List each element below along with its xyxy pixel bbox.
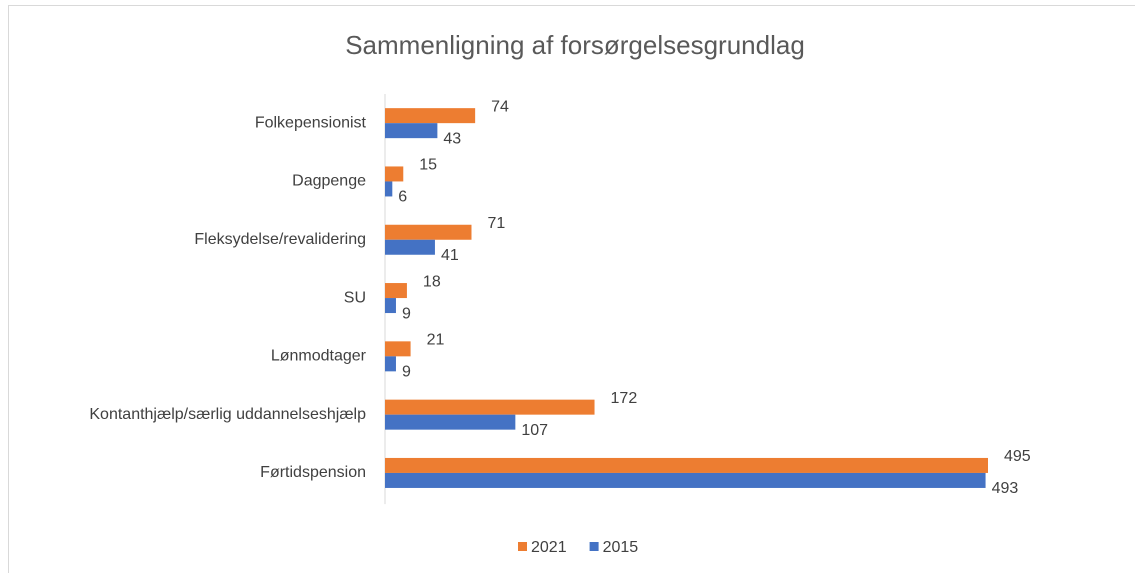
y-tick-label: Lønmodtager — [271, 348, 367, 365]
y-tick-label: Førtidspension — [260, 464, 366, 481]
data-label: 18 — [423, 273, 441, 290]
bar — [385, 123, 438, 139]
data-label: 495 — [1004, 448, 1031, 465]
bar — [385, 181, 393, 197]
bar — [385, 356, 396, 372]
data-label: 43 — [443, 130, 461, 147]
bar — [385, 472, 986, 488]
legend-swatch — [518, 542, 527, 551]
y-tick-label: Dagpenge — [292, 173, 366, 190]
data-label: 9 — [402, 305, 411, 322]
chart-frame — [8, 5, 1135, 573]
y-tick-label: Kontanthjælp/særlig uddannelseshjælp — [89, 406, 366, 423]
bar — [385, 239, 435, 255]
legend-label: 2021 — [531, 539, 567, 556]
chart-title: Sammenligning af forsørgelsesgrundlag — [345, 30, 805, 60]
y-tick-label: SU — [344, 289, 366, 306]
y-tick-label: Fleksydelse/revalidering — [194, 231, 366, 248]
bar — [385, 457, 988, 473]
data-label: 74 — [491, 98, 509, 115]
bar — [385, 414, 516, 430]
data-label: 71 — [487, 215, 505, 232]
bar — [385, 341, 411, 357]
data-label: 41 — [441, 247, 459, 264]
bar — [385, 399, 595, 415]
y-tick-label: Folkepensionist — [255, 114, 367, 131]
bar — [385, 108, 476, 124]
legend-label: 2015 — [603, 539, 639, 556]
data-label: 6 — [398, 189, 407, 206]
data-label: 493 — [992, 480, 1019, 497]
bar — [385, 298, 396, 314]
bar — [385, 283, 407, 299]
legend-swatch — [589, 542, 599, 551]
data-label: 172 — [611, 390, 638, 407]
data-label: 15 — [419, 157, 437, 174]
data-label: 9 — [402, 364, 411, 381]
data-label: 107 — [521, 422, 548, 439]
data-label: 21 — [427, 332, 445, 349]
bar — [385, 224, 472, 240]
bar — [385, 166, 404, 182]
